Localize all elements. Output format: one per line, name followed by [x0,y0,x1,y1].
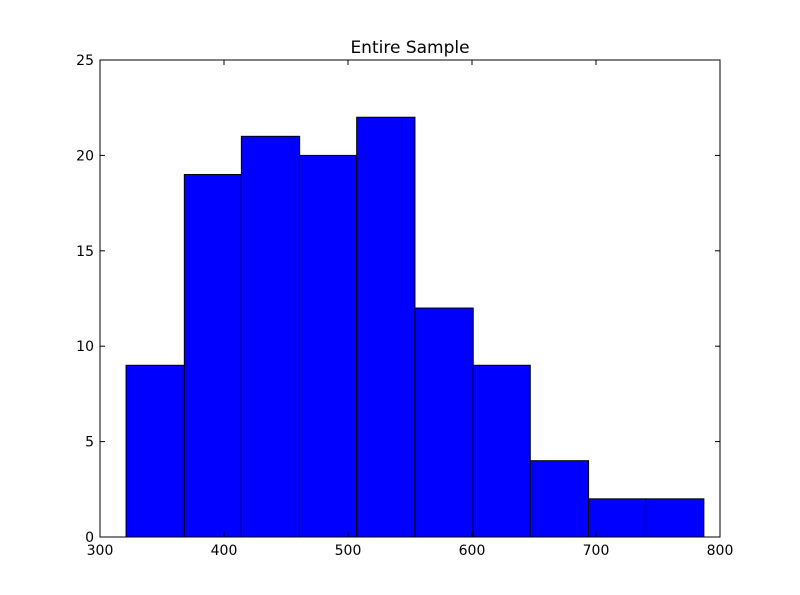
histogram-bar-4 [356,116,416,538]
plot-frame [99,59,721,538]
x-tick-label-5: 800 [707,543,734,559]
x-tick-label-3: 600 [459,543,486,559]
histogram-bar-5 [414,307,474,538]
histogram-bar-8 [588,498,647,538]
y-tick-label-2: 10 [76,339,94,355]
x-tick-label-1: 400 [211,543,238,559]
y-tick-label-1: 5 [85,435,94,451]
histogram-bar-7 [529,460,590,538]
histogram-bar-0 [125,364,185,538]
y-axis: 0 5 10 15 20 25 [76,53,720,546]
y-tick-label-3: 15 [76,244,94,260]
histogram-bar-1 [183,173,242,538]
y-tick-label-4: 20 [76,148,94,164]
y-tick-label-5: 25 [76,53,94,69]
chart-title: Entire Sample [350,38,469,58]
x-tick-label-4: 700 [583,543,610,559]
x-axis: 300 400 500 600 700 800 [87,60,734,559]
histogram-bar-9 [645,498,705,538]
y-tick-label-0: 0 [85,530,94,546]
histogram-bar-3 [299,154,358,538]
histogram-bar-2 [240,135,301,538]
x-tick-label-2: 500 [335,543,362,559]
bars-group [125,116,705,538]
histogram-bar-6 [472,364,531,538]
x-tick-label-0: 300 [87,543,114,559]
